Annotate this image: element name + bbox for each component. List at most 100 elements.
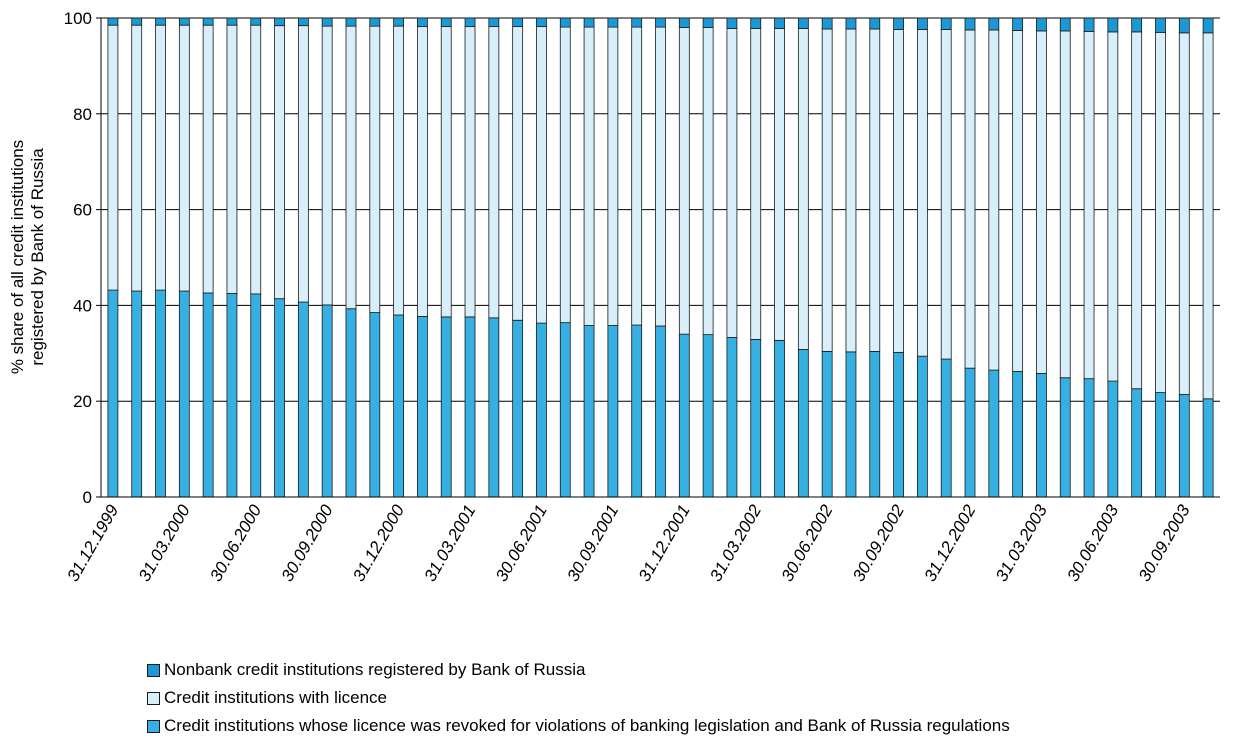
bar-revoked-42 [1083, 378, 1095, 498]
bar-nonbank-35 [916, 17, 928, 30]
bar-with-licence-38 [988, 29, 1000, 371]
bar-revoked-43 [1107, 380, 1119, 498]
y-tick-label-100: 100 [64, 9, 92, 28]
bar-with-licence-10 [321, 25, 333, 306]
bar-with-licence-8 [274, 25, 285, 300]
bar-nonbank-17 [488, 17, 500, 28]
bar-nonbank-45 [1155, 17, 1166, 33]
bar-revoked-14 [417, 316, 428, 498]
bar-with-licence-12 [369, 25, 381, 313]
bar-with-licence-44 [1131, 31, 1143, 390]
bar-revoked-29 [774, 339, 785, 498]
bar-with-licence-46 [1178, 32, 1190, 395]
bar-nonbank-11 [345, 17, 357, 27]
bar-nonbank-36 [940, 17, 952, 30]
bar-revoked-22 [607, 325, 619, 498]
x-tick-label-30.06.2000: 30.06.2000 [206, 501, 265, 585]
bar-with-licence-45 [1155, 31, 1166, 393]
bar-revoked-16 [464, 316, 476, 498]
bar-with-licence-1 [107, 24, 119, 291]
bar-nonbank-24 [655, 17, 666, 28]
y-tick-labels: 0 20 40 60 80 100 [64, 9, 92, 507]
bar-revoked-4 [178, 290, 190, 498]
bar-revoked-9 [297, 301, 309, 498]
bar-nonbank-10 [321, 17, 333, 27]
bar-revoked-32 [845, 351, 857, 498]
bar-nonbank-31 [821, 17, 833, 30]
bar-with-licence-6 [226, 24, 238, 294]
bar-nonbank-1 [107, 17, 119, 26]
legend-item-licence-revoked: Credit institutions whose licence was re… [147, 712, 1010, 740]
x-tick-label-31.03.2002: 31.03.2002 [706, 501, 765, 585]
bar-nonbank-39 [1012, 17, 1024, 31]
bar-nonbank-40 [1036, 17, 1047, 32]
bar-with-licence-39 [1012, 30, 1024, 372]
bar-revoked-17 [488, 317, 500, 498]
bar-revoked-24 [655, 325, 666, 498]
bar-nonbank-34 [893, 17, 904, 30]
x-tick-label-31.03.2001: 31.03.2001 [420, 502, 479, 585]
bar-revoked-25 [678, 333, 690, 498]
bar-nonbank-13 [393, 17, 405, 27]
bar-with-licence-47 [1202, 32, 1214, 400]
x-tick-label-31.03.2000: 31.03.2000 [135, 501, 194, 585]
bar-with-licence-33 [869, 28, 881, 352]
bar-revoked-30 [797, 349, 809, 498]
bar-nonbank-33 [869, 17, 881, 30]
bars [107, 17, 1214, 498]
legend-label-licence-revoked: Credit institutions whose licence was re… [164, 716, 1010, 735]
bar-nonbank-7 [250, 17, 262, 26]
bar-revoked-38 [988, 369, 1000, 498]
bar-revoked-20 [559, 322, 571, 498]
x-tick-label-30.09.2003: 30.09.2003 [1135, 501, 1194, 585]
bar-nonbank-32 [845, 17, 857, 30]
bar-nonbank-29 [774, 17, 785, 29]
bar-revoked-47 [1202, 398, 1214, 498]
bar-revoked-33 [869, 350, 881, 498]
bar-with-licence-15 [440, 26, 452, 318]
bar-with-licence-20 [559, 26, 571, 324]
x-tick-label-31.12.2001: 31.12.2001 [635, 502, 694, 585]
bar-nonbank-22 [607, 17, 619, 28]
x-tick-labels: 31.12.1999 31.03.2000 30.06.2000 30.09.2000… [63, 501, 1194, 585]
bar-nonbank-6 [226, 17, 238, 26]
bar-with-licence-42 [1083, 31, 1095, 380]
bar-revoked-40 [1036, 373, 1047, 498]
bar-revoked-28 [750, 339, 762, 498]
y-tick-label-0: 0 [83, 488, 92, 507]
legend-label-nonbank: Nonbank credit institutions registered b… [164, 660, 586, 679]
bar-revoked-21 [583, 325, 595, 498]
legend-swatch-with-licence [147, 691, 160, 705]
legend-swatch-nonbank [147, 663, 160, 677]
x-tick-label-30.06.2001: 30.06.2001 [492, 502, 551, 585]
bar-with-licence-40 [1036, 30, 1047, 374]
x-tick-label-31.03.2003: 31.03.2003 [992, 501, 1051, 585]
bar-with-licence-17 [488, 26, 500, 319]
bar-nonbank-23 [631, 17, 643, 28]
bar-revoked-35 [916, 355, 928, 498]
bar-revoked-1 [107, 289, 119, 498]
bar-with-licence-41 [1059, 30, 1071, 379]
x-tick-label-30.09.2002: 30.09.2002 [849, 501, 908, 585]
bar-with-licence-31 [821, 28, 833, 352]
y-tick-label-20: 20 [73, 392, 92, 411]
bar-with-licence-24 [655, 26, 666, 327]
bar-with-licence-16 [464, 26, 476, 318]
bar-nonbank-46 [1178, 17, 1190, 34]
bar-revoked-7 [250, 293, 262, 498]
bar-with-licence-26 [702, 27, 714, 336]
bar-with-licence-21 [583, 26, 595, 326]
bar-revoked-44 [1131, 388, 1143, 498]
bar-with-licence-35 [916, 29, 928, 357]
legend-item-nonbank: Nonbank credit institutions registered b… [147, 656, 1010, 684]
bar-nonbank-18 [512, 17, 524, 28]
bar-with-licence-19 [536, 26, 547, 324]
bar-nonbank-19 [536, 17, 547, 28]
bar-nonbank-15 [440, 17, 452, 28]
bar-nonbank-21 [583, 17, 595, 28]
bar-nonbank-30 [797, 17, 809, 29]
bar-nonbank-4 [178, 17, 190, 26]
bar-revoked-8 [274, 298, 285, 498]
x-tick-label-31.12.2000: 31.12.2000 [349, 501, 408, 585]
